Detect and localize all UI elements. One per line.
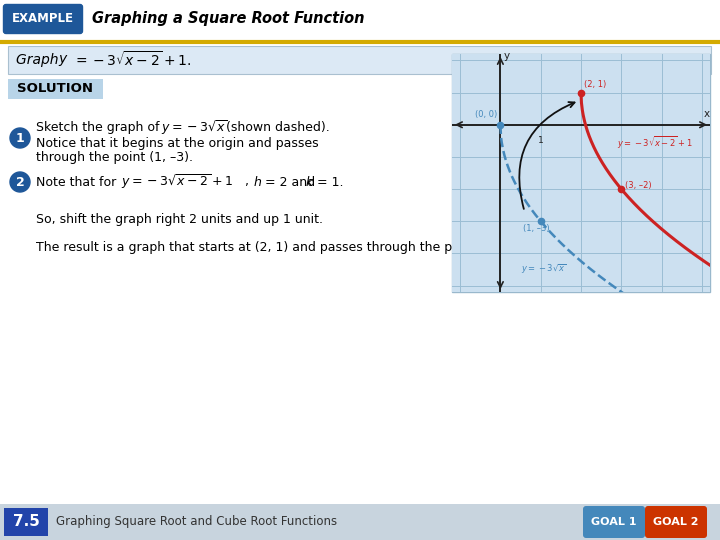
Bar (8, 46, 711, 74)
Text: $\mathit{y}=-3\sqrt{x-2}+1$: $\mathit{y}=-3\sqrt{x-2}+1$ (121, 173, 233, 191)
Text: = 1.: = 1. (313, 176, 343, 188)
Text: (2, 1): (2, 1) (584, 80, 606, 90)
Text: The result is a graph that starts at (2, 1) and passes through the point (3, –2): The result is a graph that starts at (2,… (36, 241, 523, 254)
Text: $y=-3\sqrt{x-2}+1$: $y=-3\sqrt{x-2}+1$ (617, 134, 693, 151)
Bar (0, 504, 720, 540)
Text: (1, –3): (1, –3) (523, 225, 549, 233)
Text: GOAL 2: GOAL 2 (653, 517, 698, 527)
Circle shape (10, 128, 30, 148)
Text: 1: 1 (538, 136, 544, 145)
Text: EXAMPLE: EXAMPLE (12, 12, 74, 25)
Text: $\mathit{k}$: $\mathit{k}$ (305, 175, 315, 189)
Text: (shown dashed).: (shown dashed). (222, 122, 330, 134)
Text: So, shift the graph right 2 units and up 1 unit.: So, shift the graph right 2 units and up… (36, 213, 323, 226)
Text: Notice that it begins at the origin and passes: Notice that it begins at the origin and … (36, 137, 319, 150)
Text: 1: 1 (16, 132, 24, 145)
Bar (452, 54, 710, 292)
Text: Graphing Square Root and Cube Root Functions: Graphing Square Root and Cube Root Funct… (56, 516, 337, 529)
Text: Sketch the graph of: Sketch the graph of (36, 122, 163, 134)
Text: SOLUTION: SOLUTION (17, 83, 93, 96)
Bar (4, 508, 48, 536)
Text: $= -3\sqrt{x-2}+1.$: $= -3\sqrt{x-2}+1.$ (68, 51, 192, 70)
Text: y: y (503, 51, 510, 61)
Text: Note that for: Note that for (36, 176, 120, 188)
Text: GOAL 1: GOAL 1 (591, 517, 636, 527)
Bar (8, 79, 103, 99)
Text: (0, 0): (0, 0) (475, 110, 497, 119)
Text: = 2 and: = 2 and (261, 176, 319, 188)
Text: ,: , (245, 176, 253, 188)
FancyBboxPatch shape (645, 506, 707, 538)
Circle shape (10, 172, 30, 192)
Text: $\mathit{y}=-3\sqrt{x}$: $\mathit{y}=-3\sqrt{x}$ (161, 119, 228, 137)
Text: $y=-3\sqrt{x}$: $y=-3\sqrt{x}$ (521, 263, 566, 276)
Text: 2: 2 (16, 176, 24, 188)
Text: $\mathit{y}$: $\mathit{y}$ (58, 52, 68, 68)
FancyBboxPatch shape (4, 4, 83, 33)
Text: $\mathit{h}$: $\mathit{h}$ (253, 175, 262, 189)
Text: (3, –2): (3, –2) (626, 181, 652, 190)
Text: through the point (1, –3).: through the point (1, –3). (36, 151, 193, 164)
Text: x: x (704, 109, 710, 119)
Text: Graphing a Square Root Function: Graphing a Square Root Function (92, 11, 364, 26)
Bar (0, 0, 720, 40)
FancyBboxPatch shape (583, 506, 645, 538)
Text: 7.5: 7.5 (12, 515, 40, 530)
Text: Graph: Graph (16, 53, 63, 67)
